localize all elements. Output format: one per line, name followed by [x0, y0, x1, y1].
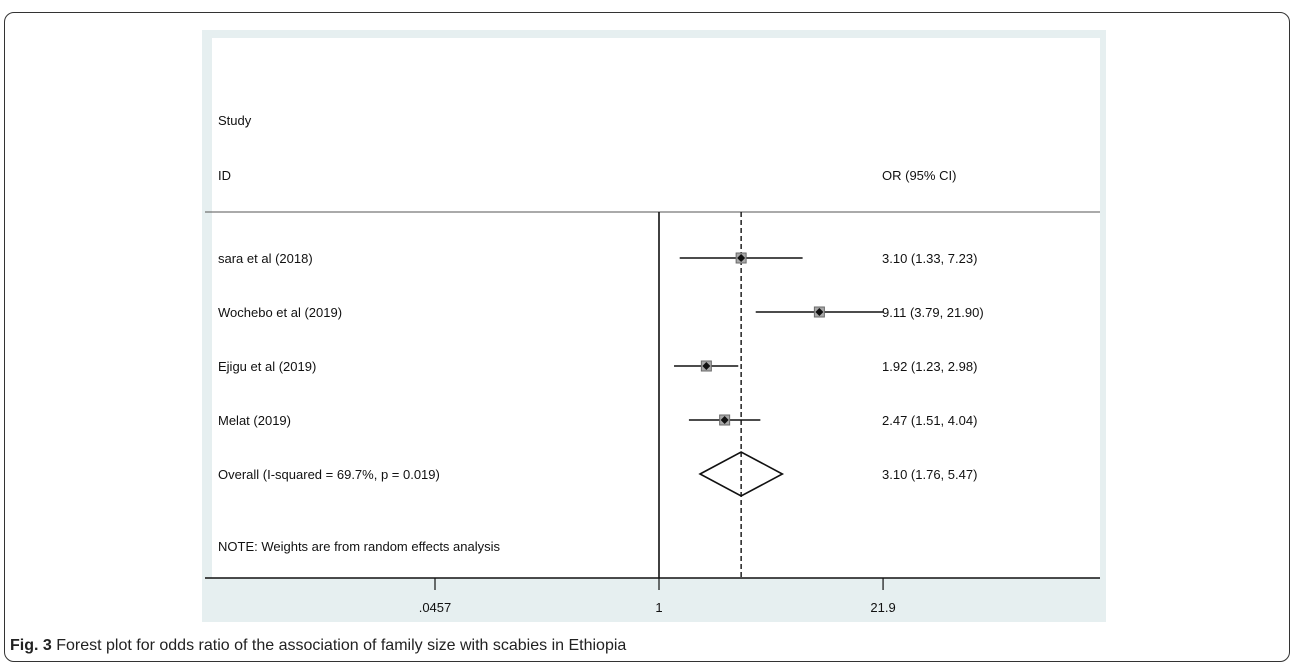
point-estimate	[720, 416, 729, 424]
header-estimate: OR (95% CI)	[882, 168, 956, 183]
x-tick-label: 1	[655, 600, 662, 615]
study-row: Ejigu et al (2019) 1.92 (1.23, 2.98)	[218, 359, 977, 374]
header-study: Study	[218, 113, 252, 128]
point-estimate	[815, 308, 824, 316]
study-estimate: 1.92 (1.23, 2.98)	[882, 359, 977, 374]
weights-note: NOTE: Weights are from random effects an…	[218, 539, 501, 554]
study-label: Wochebo et al (2019)	[218, 305, 342, 320]
plot-area	[212, 38, 1100, 578]
overall-estimate: 3.10 (1.76, 5.47)	[882, 467, 977, 482]
point-estimate	[702, 362, 711, 370]
study-estimate: 9.11 (3.79, 21.90)	[882, 305, 984, 320]
study-row: Wochebo et al (2019) 9.11 (3.79, 21.90)	[218, 305, 984, 320]
caption-text: Forest plot for odds ratio of the associ…	[56, 637, 627, 654]
study-estimate: 3.10 (1.33, 7.23)	[882, 251, 977, 266]
overall-row: Overall (I-squared = 69.7%, p = 0.019) 3.…	[218, 451, 977, 497]
figure-caption: Fig. 3 Forest plot for odds ratio of the…	[10, 637, 626, 655]
header-id: ID	[218, 168, 231, 183]
caption-label: Fig. 3	[10, 637, 52, 654]
study-row: sara et al (2018) 3.10 (1.33, 7.23)	[218, 251, 977, 266]
study-label: sara et al (2018)	[218, 251, 313, 266]
point-estimate	[737, 254, 746, 262]
study-label: Melat (2019)	[218, 413, 291, 428]
overall-label: Overall (I-squared = 69.7%, p = 0.019)	[218, 467, 440, 482]
x-tick-label: 21.9	[870, 600, 895, 615]
x-tick-label: .0457	[419, 600, 452, 615]
study-estimate: 2.47 (1.51, 4.04)	[882, 413, 977, 428]
study-label: Ejigu et al (2019)	[218, 359, 316, 374]
study-row: Melat (2019) 2.47 (1.51, 4.04)	[218, 413, 977, 428]
overall-diamond	[698, 451, 785, 497]
